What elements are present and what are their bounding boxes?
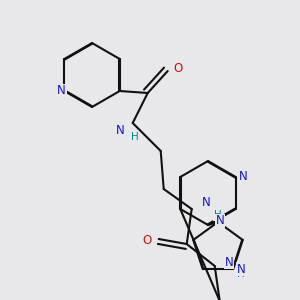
Text: N: N <box>225 256 233 268</box>
Text: N: N <box>237 262 246 275</box>
Text: O: O <box>173 61 182 74</box>
Text: N: N <box>239 170 248 184</box>
Text: H: H <box>214 210 221 220</box>
Text: O: O <box>142 233 151 247</box>
Text: N: N <box>202 196 211 209</box>
Text: N: N <box>116 124 125 137</box>
Text: N: N <box>216 214 224 227</box>
Text: H: H <box>237 269 244 279</box>
Text: N: N <box>57 85 66 98</box>
Text: H: H <box>131 132 139 142</box>
